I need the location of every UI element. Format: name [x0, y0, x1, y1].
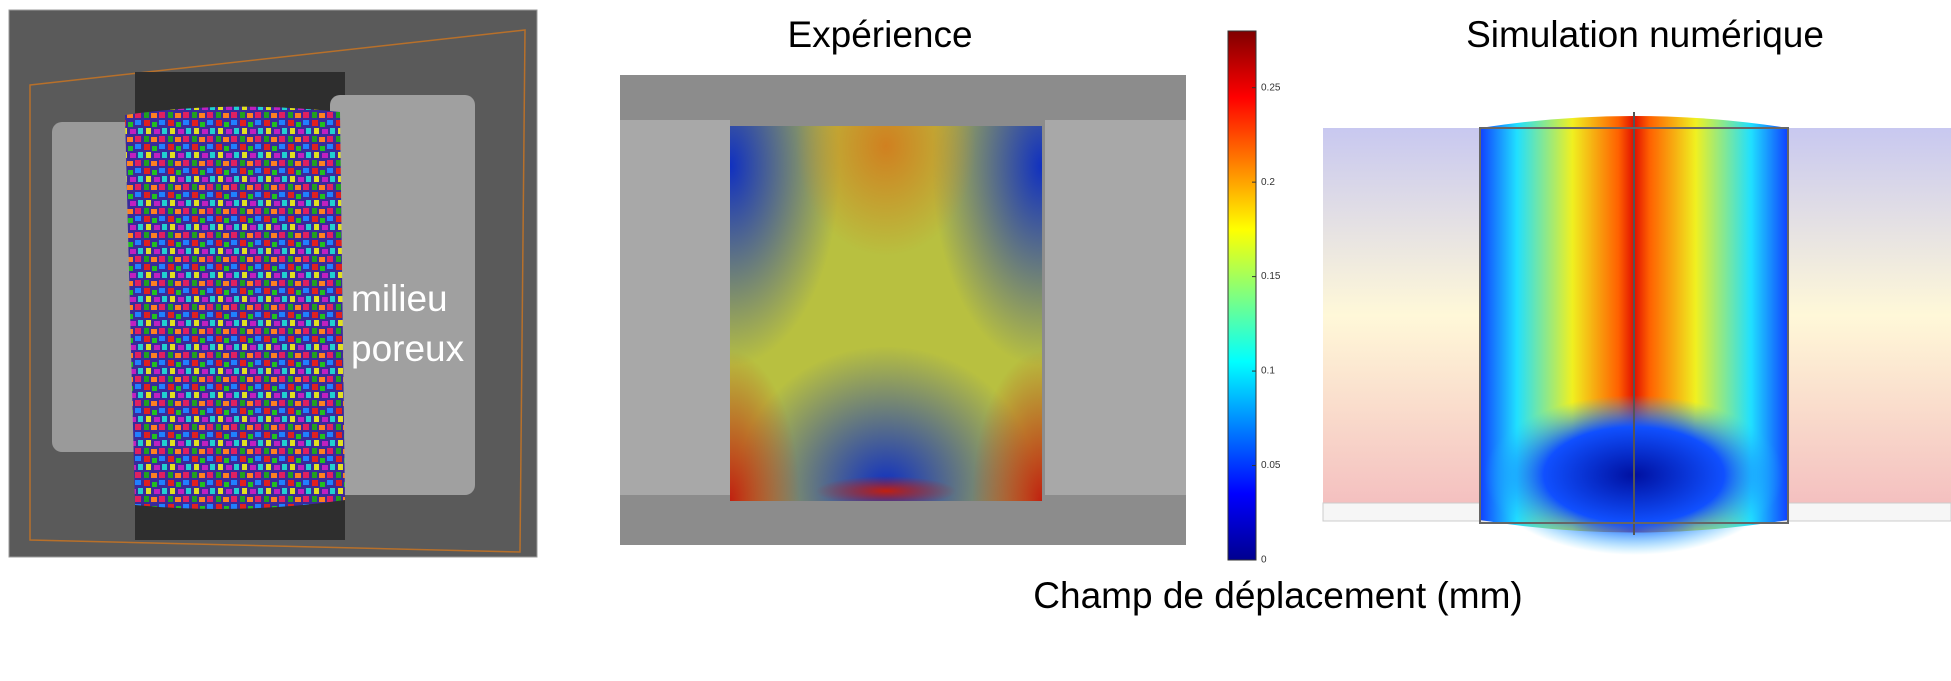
colorbar-tick-label: 0.1: [1261, 366, 1275, 377]
panel-title: Expérience: [787, 14, 973, 55]
panel-label: milieu poreux: [351, 278, 465, 369]
experiment-image: [620, 75, 1186, 545]
colorbar-tick-label: 0.2: [1261, 177, 1275, 188]
panel-title: Simulation numérique: [1466, 14, 1824, 55]
colorbar: 0 0.05 0.1 0.15 0.2 0.25: [1227, 30, 1281, 566]
colorbar-tick-label: 0: [1261, 555, 1267, 566]
simulation-image: [1322, 112, 1951, 555]
caption: Champ de déplacement (mm): [1033, 575, 1523, 616]
tomography-image: [8, 9, 538, 558]
colorbar-tick-label: 0.25: [1261, 82, 1281, 93]
colorbar-tick-label: 0.05: [1261, 460, 1281, 471]
displacement-field: [730, 126, 1042, 501]
colorbar-tick-label: 0.15: [1261, 271, 1281, 282]
